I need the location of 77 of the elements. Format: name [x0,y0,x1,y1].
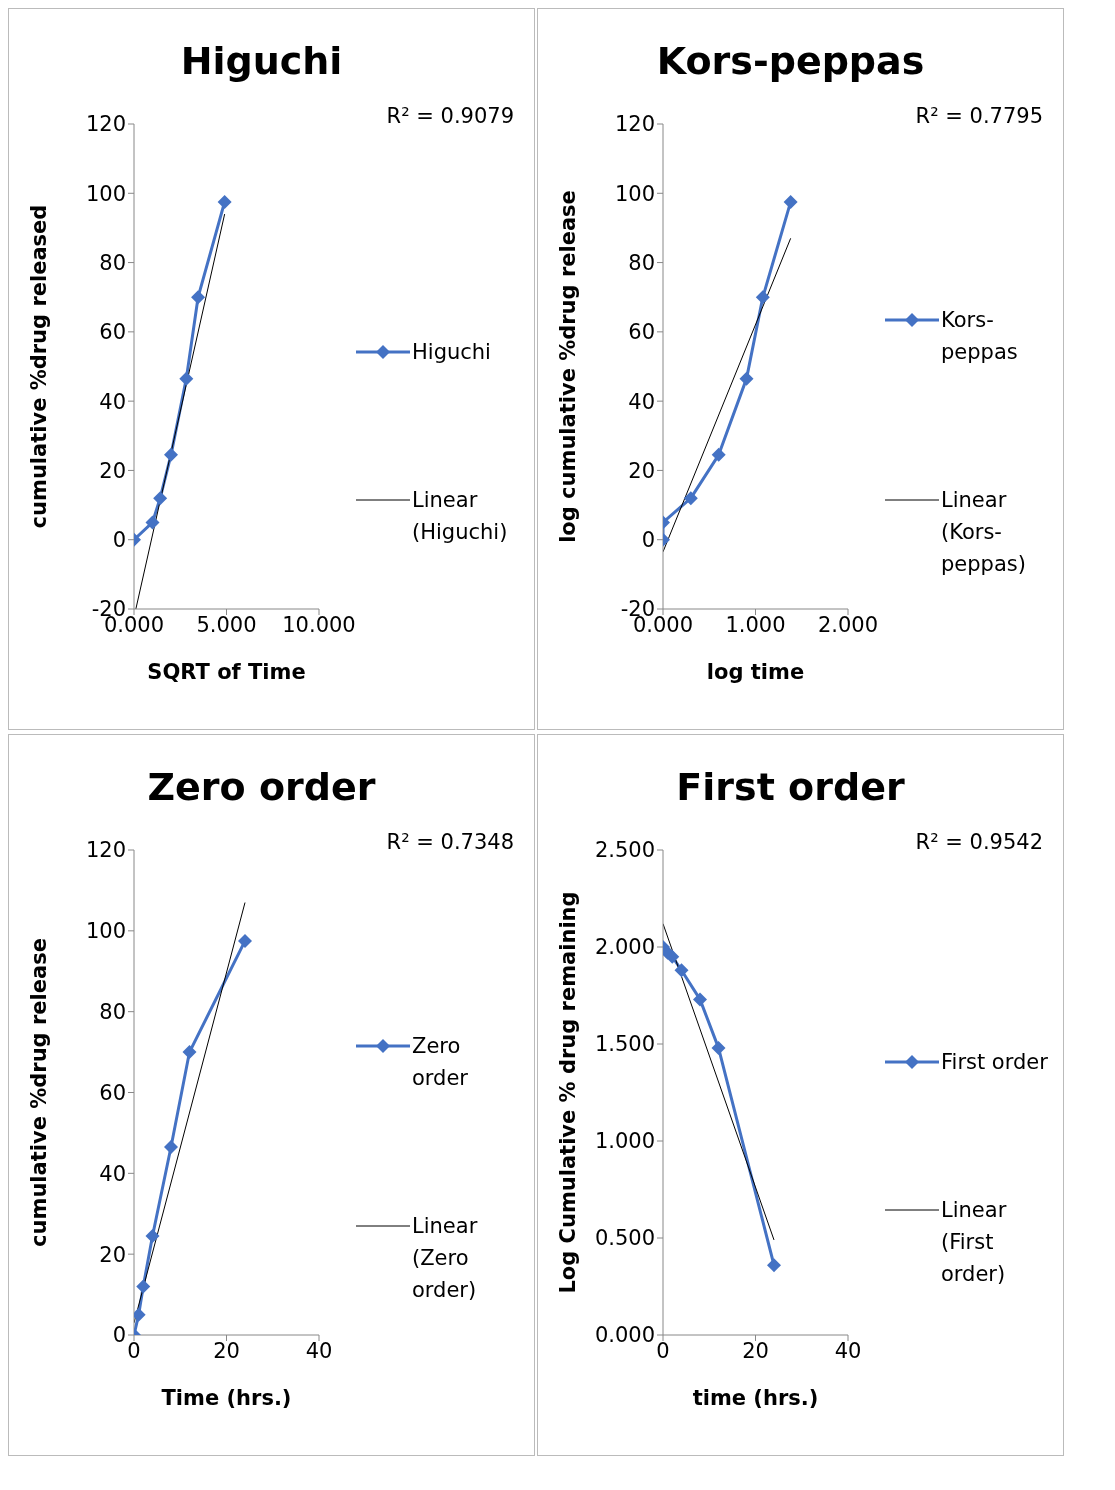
x-tick-label: 5.000 [196,612,257,637]
point [665,949,680,964]
y-tick-label: 80 [99,1000,126,1025]
point [217,194,232,209]
x-tick-label: 10.000 [282,612,356,637]
point [238,933,252,948]
y-tick-label: 1.500 [594,1032,655,1057]
point [191,290,206,305]
y-tick-label: 40 [628,389,655,414]
legend-label: Linear (Higuchi) [412,487,509,546]
x-tick-label: 40 [305,1338,333,1363]
point [674,963,689,978]
legend-label: Zero order [412,1033,469,1092]
y-tick-label: 80 [99,251,126,276]
point [767,1258,781,1273]
x-axis-title: log time [706,660,805,684]
y-tick-label: 100 [85,181,126,206]
y-axis-title: cumulative %drug released [27,204,52,529]
x-tick-label: 20 [213,1338,240,1363]
y-axis-title: Log Cumulative % drug remaining [556,891,581,1294]
chart-title: Kors-peppas [655,39,926,83]
text: R² = 0.9079 [385,104,514,128]
chart-title: Higuchi [179,39,344,83]
legend-label: Kors-peppas [941,307,1019,366]
point [182,1045,197,1060]
point [179,371,194,386]
y-tick-label: 20 [99,458,126,483]
y-tick-label: 60 [99,320,126,345]
point [739,371,754,386]
y-tick-label: 120 [614,112,655,137]
y-tick-label: 2.000 [594,935,655,960]
x-axis-title: Time (hrs.) [161,1386,292,1410]
y-tick-label: 0 [641,528,655,553]
text: R² = 0.7795 [914,104,1043,128]
legend-label: First order [941,1049,1048,1076]
y-tick-label: 20 [99,1242,126,1267]
y-axis-title: log cumulative %drug release [556,190,581,543]
point [693,992,707,1007]
y-tick-label: 60 [99,1080,126,1105]
point [136,1279,151,1294]
legend-label: Linear (First order) [941,1197,1008,1288]
x-tick-label: 40 [834,1338,862,1363]
x-tick-label: 1.000 [725,612,786,637]
point [711,447,726,462]
point [711,1040,726,1055]
y-tick-label: 0.500 [594,1226,655,1251]
legend-label: Linear (Kors-peppas) [941,487,1027,578]
point [755,290,770,305]
y-tick-label: 100 [614,181,655,206]
point [145,515,160,530]
y-tick-label: 1.000 [594,1129,655,1154]
y-axis-title: cumulative %drug release [27,938,52,1247]
chart-title: First order [675,765,906,809]
y-tick-label: 40 [99,1161,126,1186]
text: R² = 0.9542 [914,830,1043,854]
x-tick-label: 2.000 [817,612,879,637]
y-tick-label: 80 [628,251,655,276]
y-tick-label: 120 [85,838,126,863]
text: R² = 0.7348 [385,830,514,854]
y-tick-label: 20 [628,458,655,483]
chart-title: Zero order [146,765,377,809]
y-tick-label: 40 [99,389,126,414]
point [783,194,798,209]
y-tick-label: 120 [85,112,126,137]
x-axis-title: SQRT of Time [147,660,306,684]
y-tick-label: 100 [85,919,126,944]
x-tick-label: 20 [742,1338,769,1363]
point [164,447,178,462]
point [145,1228,160,1243]
legend-label: Linear (Zero order) [412,1213,479,1304]
x-axis-title: time (hrs.) [692,1386,819,1410]
point [164,1140,178,1155]
y-tick-label: 2.500 [594,838,655,863]
legend-label: Higuchi [412,339,491,366]
point [153,491,168,506]
y-tick-label: 0 [112,528,126,553]
y-tick-label: 60 [628,320,655,345]
